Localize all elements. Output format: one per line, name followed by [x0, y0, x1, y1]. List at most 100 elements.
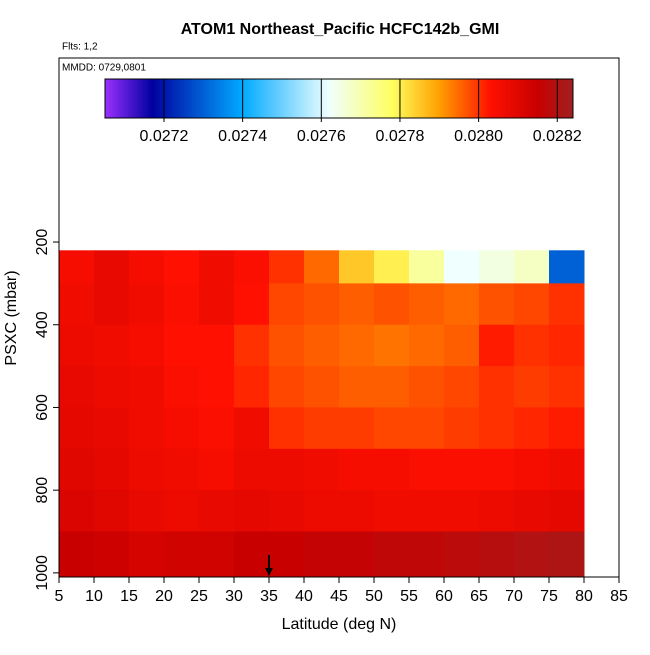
heatmap-cell [94, 324, 130, 367]
heatmap-cell [304, 531, 340, 578]
heatmap-cell [129, 283, 165, 326]
heatmap-cell [59, 283, 95, 326]
heatmap-cell [374, 531, 410, 578]
x-tick-label: 65 [470, 588, 488, 605]
heatmap-cell [94, 366, 130, 408]
heatmap-cell [129, 531, 165, 578]
heatmap-cell [59, 366, 95, 408]
heatmap-cell [199, 448, 235, 491]
heatmap-cell [269, 448, 305, 491]
heatmap-cell [444, 531, 480, 578]
heatmap-cell [164, 250, 200, 284]
heatmap-cell [129, 490, 165, 533]
x-tick-label: 5 [55, 588, 64, 605]
colorbar-tick-label: 0.0280 [454, 128, 503, 145]
heatmap-cell [304, 250, 340, 284]
x-tick-label: 30 [225, 588, 243, 605]
x-tick-label: 45 [330, 588, 348, 605]
heatmap-cell [269, 250, 305, 284]
heatmap-cell [374, 324, 410, 367]
heatmap-cell [269, 283, 305, 326]
heatmap-cell [304, 407, 340, 450]
heatmap-cell [94, 407, 130, 450]
heatmap-cell [409, 407, 445, 450]
heatmap-cell [549, 407, 585, 450]
arrow-head [265, 568, 273, 576]
x-tick-label: 80 [575, 588, 593, 605]
heatmap-cell [304, 448, 340, 491]
heatmap-cell [444, 366, 480, 408]
y-axis-label: PSXC (mbar) [3, 270, 20, 365]
colorbar [104, 78, 574, 119]
heatmap-cell [339, 448, 375, 491]
heatmap-cell [129, 324, 165, 367]
x-tick-label: 25 [190, 588, 208, 605]
heatmap-cell [129, 407, 165, 450]
heatmap-cell [199, 366, 235, 408]
heatmap-cell [514, 324, 550, 367]
heatmap-cell [234, 407, 270, 450]
heatmap-cell [59, 448, 95, 491]
x-tick-label: 10 [85, 588, 103, 605]
heatmap-cell [164, 531, 200, 578]
heatmap-cell [339, 407, 375, 450]
heatmap-cell [409, 448, 445, 491]
heatmap-cell [164, 366, 200, 408]
heatmap-cell [59, 490, 95, 533]
heatmap-cell [94, 250, 130, 284]
heatmap-cell [549, 250, 585, 284]
heatmap-cell [514, 407, 550, 450]
heatmap-cell [94, 531, 130, 578]
heatmap-cell [409, 490, 445, 533]
heatmap-cell [234, 531, 270, 578]
heatmap-cell [129, 448, 165, 491]
heatmap-cell [199, 490, 235, 533]
heatmap-cell [444, 407, 480, 450]
heatmap-cell [479, 448, 515, 491]
heatmap-cell [234, 366, 270, 408]
heatmap-cell [164, 407, 200, 450]
x-tick-label: 20 [155, 588, 173, 605]
heatmap-cell [409, 324, 445, 367]
x-tick-label: 75 [540, 588, 558, 605]
heatmap-cell [269, 531, 305, 578]
heatmap-cell [409, 283, 445, 326]
y-tick-label: 800 [34, 477, 51, 504]
heatmap-cell [339, 366, 375, 408]
y-tick-label: 1000 [34, 555, 51, 591]
heatmap-cell [374, 250, 410, 284]
heatmap-cell [514, 448, 550, 491]
heatmap-cell [199, 283, 235, 326]
x-axis-label: Latitude (deg N) [282, 616, 397, 633]
heatmap-cell [339, 250, 375, 284]
heatmap-cell [269, 490, 305, 533]
heatmap-cell [514, 283, 550, 326]
heatmap-cell [444, 490, 480, 533]
heatmap-cell [164, 448, 200, 491]
heatmap-cell [479, 250, 515, 284]
heatmap-cell [339, 324, 375, 367]
x-tick-label: 50 [365, 588, 383, 605]
y-tick-label: 600 [34, 394, 51, 421]
heatmap-cell [374, 407, 410, 450]
colorbar-tick-label: 0.0274 [218, 128, 267, 145]
x-tick-label: 15 [120, 588, 138, 605]
x-tick-label: 35 [260, 588, 278, 605]
heatmap-cell [94, 283, 130, 326]
heatmap-cell [59, 407, 95, 450]
heatmap-cell [129, 250, 165, 284]
heatmap-cell [339, 490, 375, 533]
heatmap-cell [199, 407, 235, 450]
heatmap-cell [269, 366, 305, 408]
heatmap-cell [374, 448, 410, 491]
heatmap-cell [199, 324, 235, 367]
colorbar-tick-label: 0.0276 [297, 128, 346, 145]
x-tick-label: 60 [435, 588, 453, 605]
heatmap-cell [374, 490, 410, 533]
heatmap-cell [514, 531, 550, 578]
heatmap-cell [234, 324, 270, 367]
heatmap-cell [444, 283, 480, 326]
heatmap-cell [234, 283, 270, 326]
heatmap-cell [549, 283, 585, 326]
heatmap-cell [304, 324, 340, 367]
